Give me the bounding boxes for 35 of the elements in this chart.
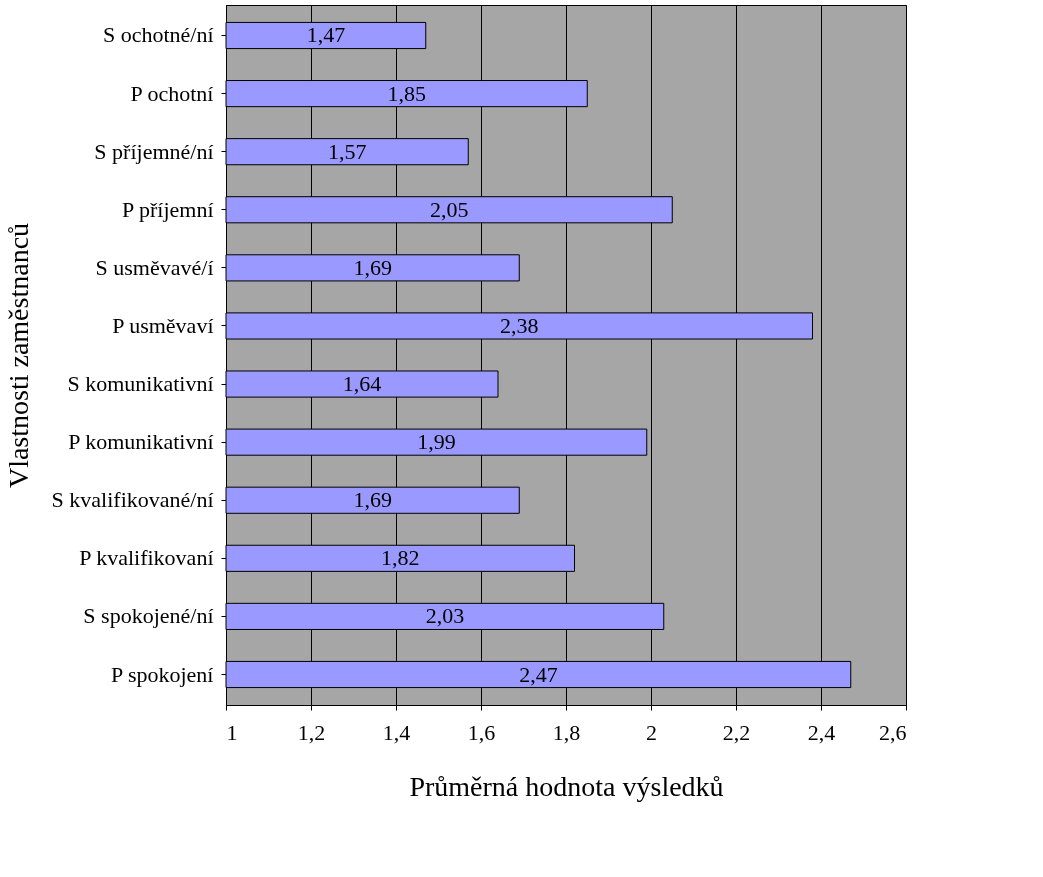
x-tick-label: 1,6 bbox=[467, 719, 496, 745]
y-tick-label: S usměvavé/í bbox=[95, 254, 214, 280]
data-label: 1,82 bbox=[381, 545, 420, 571]
data-label: 1,99 bbox=[417, 429, 456, 455]
y-tick-label: S spokojené/ní bbox=[83, 603, 214, 629]
y-axis-title: Vlastnosti zaměstnanců bbox=[2, 222, 34, 489]
y-tick-label: P spokojení bbox=[111, 661, 214, 687]
data-label: 1,47 bbox=[306, 22, 346, 48]
data-label: 1,64 bbox=[342, 371, 382, 397]
x-tick-label: 2,4 bbox=[807, 719, 836, 745]
x-tick-label: 1,4 bbox=[382, 719, 411, 745]
data-label: 2,05 bbox=[429, 196, 469, 222]
x-tick-label: 2,6 bbox=[879, 719, 907, 745]
x-tick-label: 2,2 bbox=[722, 719, 751, 745]
y-tick-label: S komunikativní bbox=[67, 371, 214, 397]
y-tick-label: P komunikativní bbox=[68, 429, 214, 455]
x-tick-label: 1,2 bbox=[297, 719, 326, 745]
y-tick-label: S ochotné/ní bbox=[102, 22, 214, 48]
y-tick-label: P kvalifikovaní bbox=[79, 545, 214, 571]
data-label: 1,69 bbox=[353, 254, 392, 280]
x-tick-label: 2 bbox=[646, 719, 657, 745]
data-label: 2,03 bbox=[425, 603, 465, 629]
x-tick-label: 1,8 bbox=[552, 719, 581, 745]
data-label: 2,38 bbox=[500, 312, 539, 338]
x-axis-title: Průměrná hodnota výsledků bbox=[409, 770, 724, 802]
data-label: 2,47 bbox=[519, 661, 558, 687]
data-label: 1,85 bbox=[387, 80, 426, 106]
y-tick-label: P usměvaví bbox=[112, 312, 214, 338]
y-tick-label: S příjemné/ní bbox=[94, 138, 214, 164]
data-label: 1,57 bbox=[327, 138, 367, 164]
y-tick-label: P příjemní bbox=[122, 196, 214, 222]
x-tick-label: 1 bbox=[226, 719, 238, 745]
y-tick-label: S kvalifikované/ní bbox=[51, 487, 214, 513]
data-label: 1,69 bbox=[353, 487, 392, 513]
y-tick-label: P ochotní bbox=[130, 80, 214, 106]
